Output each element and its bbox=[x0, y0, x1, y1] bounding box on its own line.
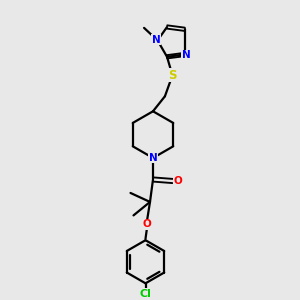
Text: N: N bbox=[182, 50, 190, 60]
Text: S: S bbox=[168, 69, 177, 82]
Text: O: O bbox=[173, 176, 182, 186]
Text: N: N bbox=[148, 153, 158, 163]
Text: O: O bbox=[142, 219, 152, 230]
Text: N: N bbox=[152, 35, 161, 45]
Text: Cl: Cl bbox=[140, 289, 152, 299]
